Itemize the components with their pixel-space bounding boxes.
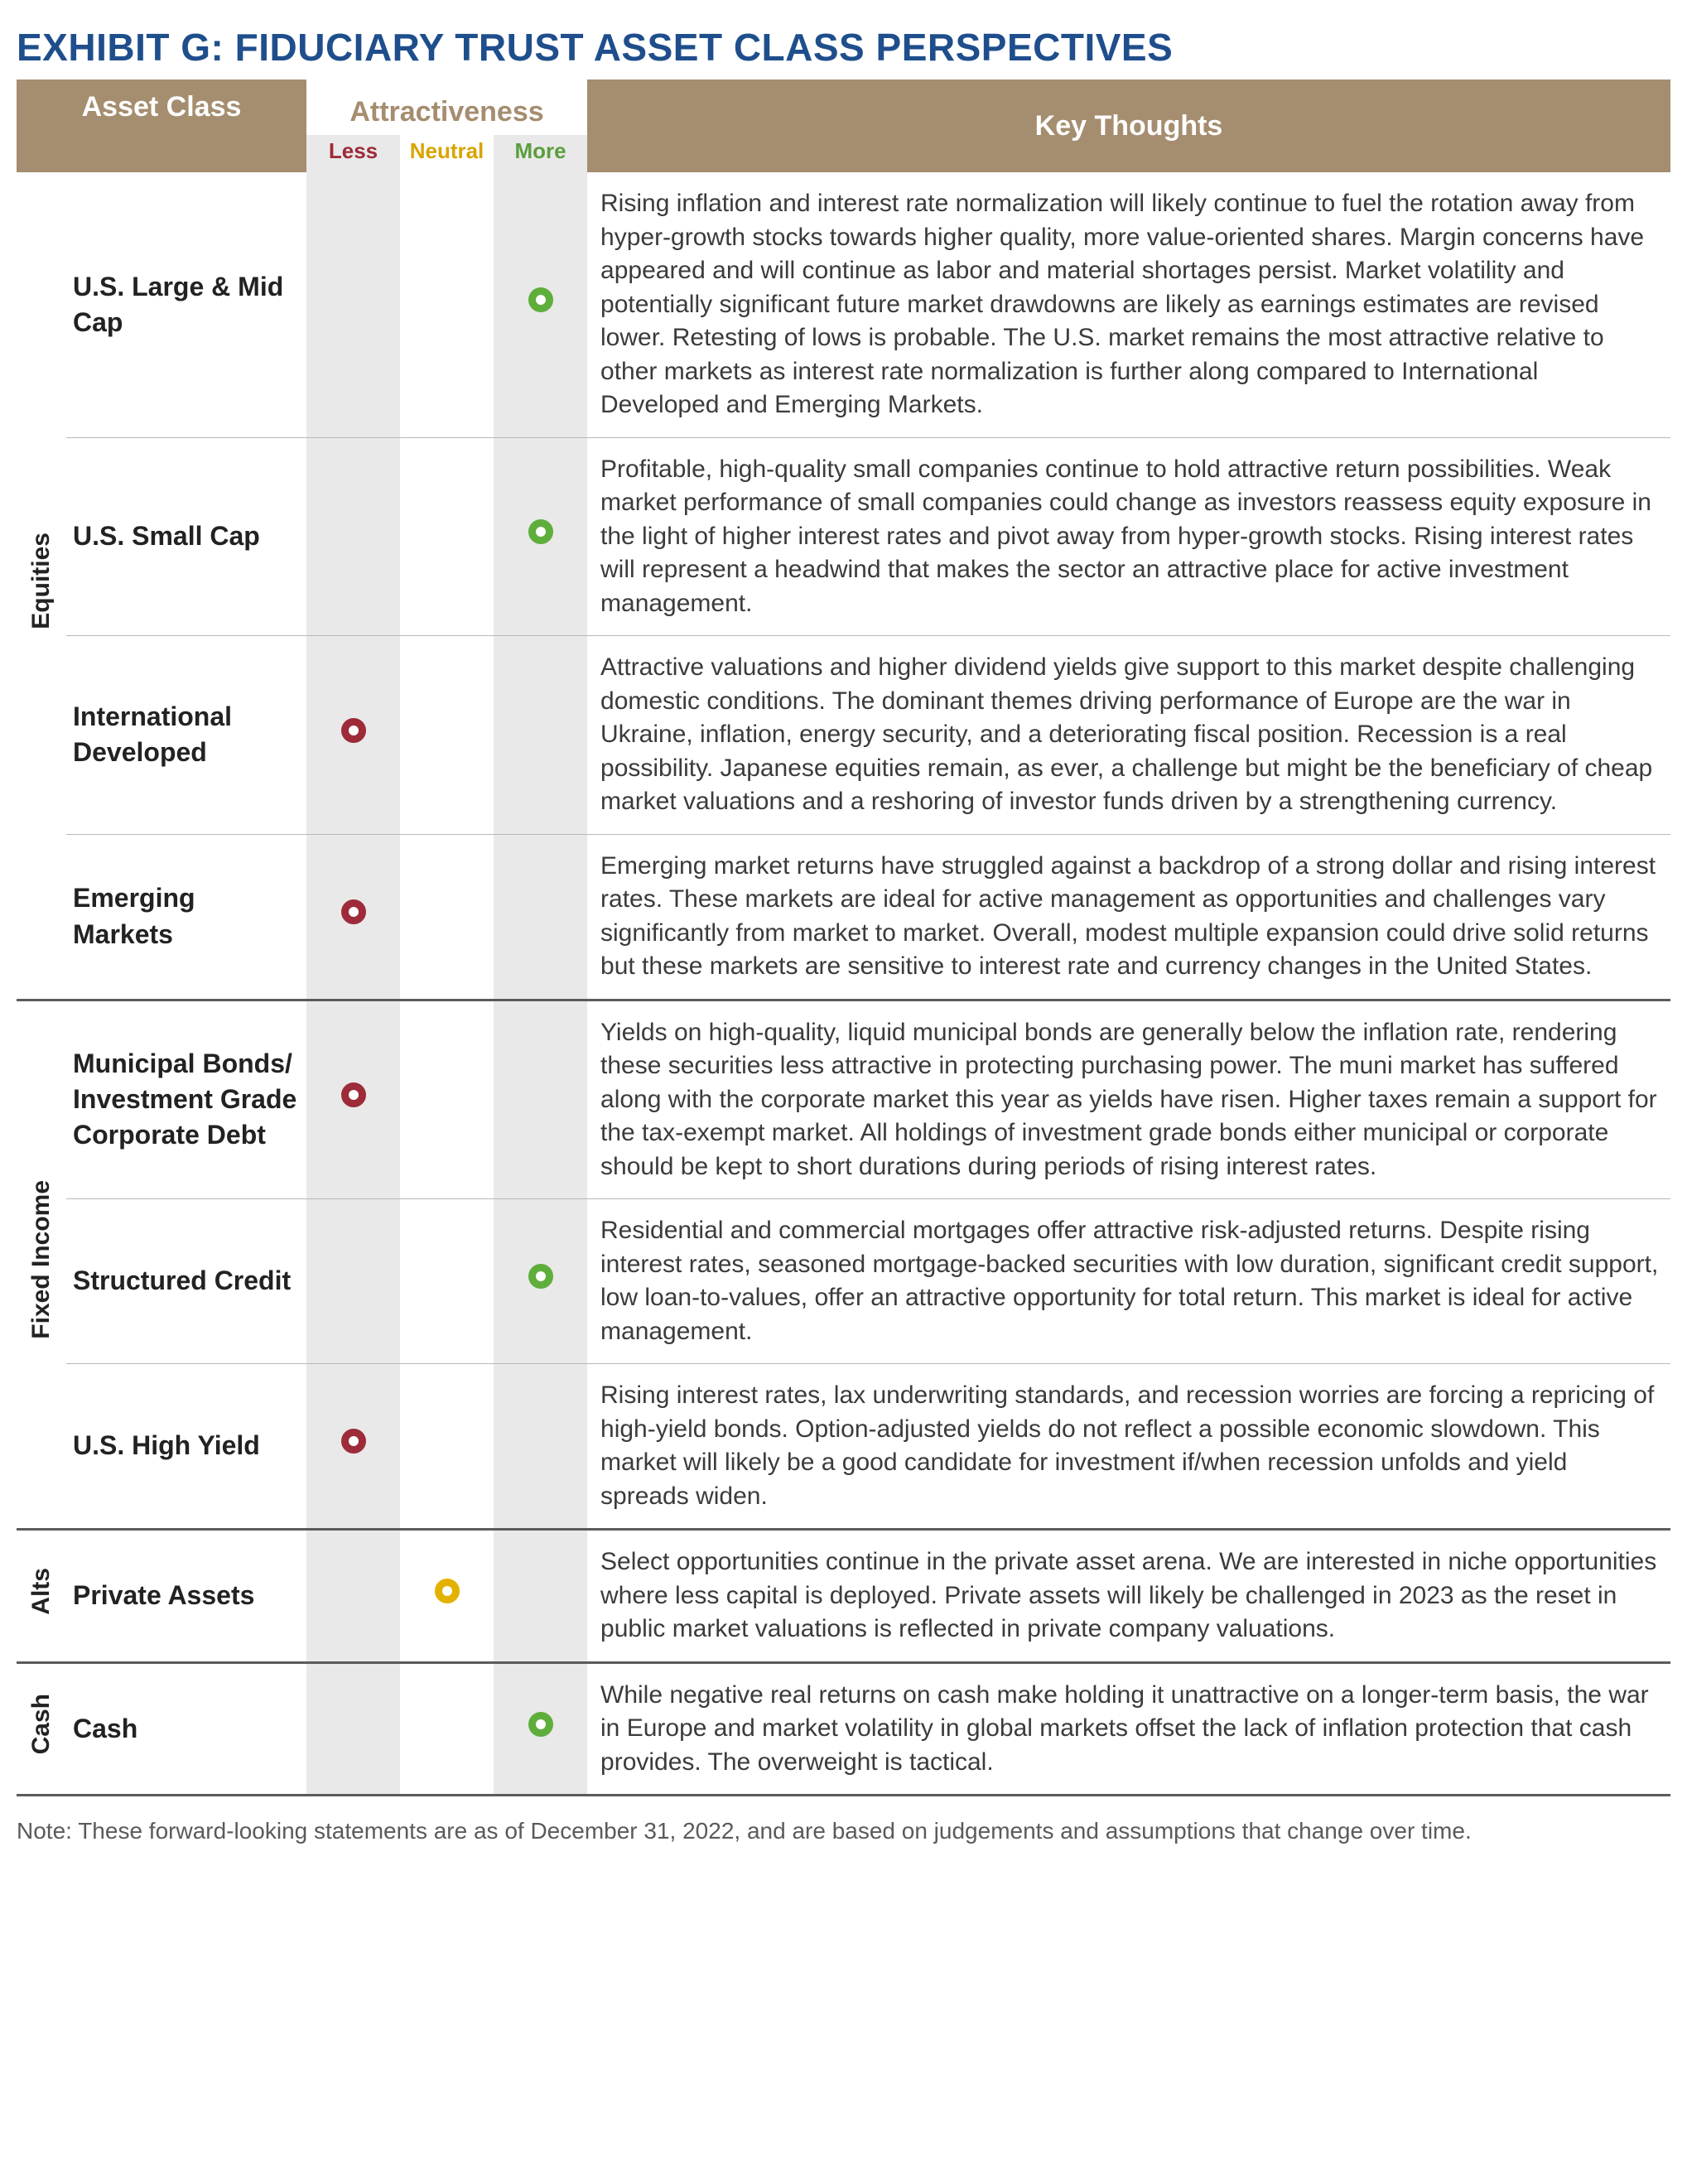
asset-name: Emerging Markets: [66, 834, 306, 1000]
rating-cell-more: [494, 1199, 587, 1364]
rating-dot-less-icon: [341, 1082, 366, 1107]
rating-dot-more-icon: [528, 1712, 553, 1737]
page-title: EXHIBIT G: FIDUCIARY TRUST ASSET CLASS P…: [17, 25, 1670, 70]
rating-dot-more-icon: [528, 287, 553, 312]
header-asset-class: Asset Class: [17, 80, 306, 135]
key-thoughts: Yields on high-quality, liquid municipal…: [587, 1000, 1670, 1199]
key-thoughts: Attractive valuations and higher dividen…: [587, 636, 1670, 835]
table-row: Structured Credit Residential and commerc…: [17, 1199, 1670, 1364]
rating-dot-more-icon: [528, 519, 553, 544]
key-thoughts: Profitable, high-quality small companies…: [587, 437, 1670, 636]
category-label: Fixed Income: [25, 1180, 59, 1339]
rating-cell-less: [306, 1530, 400, 1663]
header-more: More: [494, 135, 587, 172]
asset-name: Private Assets: [66, 1530, 306, 1663]
table-row: International Developed Attractive valuat…: [17, 636, 1670, 835]
asset-name: Municipal Bonds/ Investment Grade Corpor…: [66, 1000, 306, 1199]
key-thoughts: Select opportunities continue in the pri…: [587, 1530, 1670, 1663]
rating-dot-less-icon: [341, 1429, 366, 1454]
header-neutral: Neutral: [400, 135, 494, 172]
header-key-thoughts: Key Thoughts: [587, 80, 1670, 172]
key-thoughts: Rising inflation and interest rate norma…: [587, 172, 1670, 437]
rating-cell-neutral: [400, 172, 494, 437]
rating-cell-neutral: [400, 1000, 494, 1199]
rating-cell-less: [306, 1000, 400, 1199]
rating-cell-neutral: [400, 1364, 494, 1530]
asset-name: U.S. Large & Mid Cap: [66, 172, 306, 437]
asset-name: Cash: [66, 1662, 306, 1796]
rating-cell-less: [306, 834, 400, 1000]
asset-name: International Developed: [66, 636, 306, 835]
rating-dot-more-icon: [528, 1264, 553, 1289]
category-cell: Cash: [17, 1662, 66, 1796]
table-row: U.S. Small Cap Profitable, high-quality s…: [17, 437, 1670, 636]
key-thoughts: While negative real returns on cash make…: [587, 1662, 1670, 1796]
rating-cell-more: [494, 834, 587, 1000]
table-row: U.S. High Yield Rising interest rates, la…: [17, 1364, 1670, 1530]
rating-cell-less: [306, 1662, 400, 1796]
asset-class-table: Asset Class Attractiveness Key Thoughts …: [17, 80, 1670, 1796]
table-row: EquitiesU.S. Large & Mid CapRising infla…: [17, 172, 1670, 437]
header-attractiveness: Attractiveness: [306, 80, 587, 135]
rating-dot-less-icon: [341, 718, 366, 743]
key-thoughts: Residential and commercial mortgages off…: [587, 1199, 1670, 1364]
rating-cell-neutral: [400, 437, 494, 636]
category-cell: Equities: [17, 172, 66, 1000]
rating-cell-more: [494, 1364, 587, 1530]
rating-cell-less: [306, 437, 400, 636]
footnote: Note: These forward-looking statements a…: [17, 1816, 1670, 1846]
header-less: Less: [306, 135, 400, 172]
rating-cell-more: [494, 172, 587, 437]
rating-cell-neutral: [400, 1662, 494, 1796]
rating-dot-less-icon: [341, 899, 366, 924]
category-label: Alts: [25, 1568, 59, 1615]
asset-name: U.S. High Yield: [66, 1364, 306, 1530]
table-row: Fixed IncomeMunicipal Bonds/ Investment …: [17, 1000, 1670, 1199]
rating-cell-more: [494, 1530, 587, 1663]
category-cell: Fixed Income: [17, 1000, 66, 1530]
table-row: Emerging Markets Emerging market returns …: [17, 834, 1670, 1000]
rating-cell-less: [306, 636, 400, 835]
category-cell: Alts: [17, 1530, 66, 1663]
rating-dot-neutral-icon: [435, 1579, 460, 1603]
rating-cell-more: [494, 636, 587, 835]
rating-cell-less: [306, 172, 400, 437]
key-thoughts: Rising interest rates, lax underwriting …: [587, 1364, 1670, 1530]
rating-cell-neutral: [400, 834, 494, 1000]
table-row: CashCash While negative real returns on c…: [17, 1662, 1670, 1796]
asset-name: Structured Credit: [66, 1199, 306, 1364]
key-thoughts: Emerging market returns have struggled a…: [587, 834, 1670, 1000]
category-label: Cash: [25, 1694, 59, 1754]
rating-cell-less: [306, 1199, 400, 1364]
rating-cell-more: [494, 437, 587, 636]
table-row: AltsPrivate Assets Select opportunities c…: [17, 1530, 1670, 1663]
rating-cell-more: [494, 1662, 587, 1796]
rating-cell-more: [494, 1000, 587, 1199]
rating-cell-neutral: [400, 1530, 494, 1663]
rating-cell-less: [306, 1364, 400, 1530]
asset-name: U.S. Small Cap: [66, 437, 306, 636]
rating-cell-neutral: [400, 1199, 494, 1364]
rating-cell-neutral: [400, 636, 494, 835]
category-label: Equities: [25, 533, 59, 629]
header-blank: [17, 135, 306, 172]
